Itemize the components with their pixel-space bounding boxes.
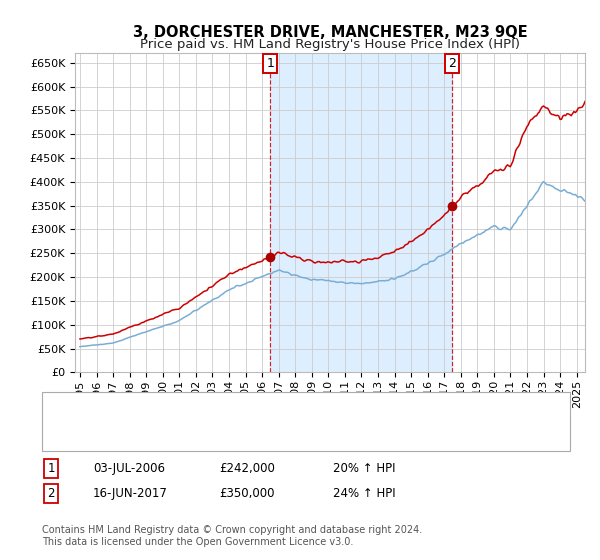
Bar — [271, 53, 452, 372]
Text: 16-JUN-2017: 16-JUN-2017 — [93, 487, 168, 501]
Text: 3, DORCHESTER DRIVE, MANCHESTER, M23 9QE: 3, DORCHESTER DRIVE, MANCHESTER, M23 9QE — [133, 25, 527, 40]
Text: 2: 2 — [47, 487, 55, 501]
Text: 3, DORCHESTER DRIVE, MANCHESTER, M23 9QE (detached house): 3, DORCHESTER DRIVE, MANCHESTER, M23 9QE… — [105, 403, 476, 413]
Text: £350,000: £350,000 — [219, 487, 275, 501]
Text: 03-JUL-2006: 03-JUL-2006 — [93, 462, 165, 475]
Text: 1: 1 — [47, 462, 55, 475]
Text: 1: 1 — [266, 57, 274, 70]
Text: £242,000: £242,000 — [219, 462, 275, 475]
Text: 2: 2 — [448, 57, 455, 70]
Text: Contains HM Land Registry data © Crown copyright and database right 2024.
This d: Contains HM Land Registry data © Crown c… — [42, 525, 422, 547]
Text: HPI: Average price, detached house, Manchester: HPI: Average price, detached house, Manc… — [105, 430, 377, 440]
Text: 20% ↑ HPI: 20% ↑ HPI — [333, 462, 395, 475]
Text: 24% ↑ HPI: 24% ↑ HPI — [333, 487, 395, 501]
Text: Price paid vs. HM Land Registry's House Price Index (HPI): Price paid vs. HM Land Registry's House … — [140, 38, 520, 51]
